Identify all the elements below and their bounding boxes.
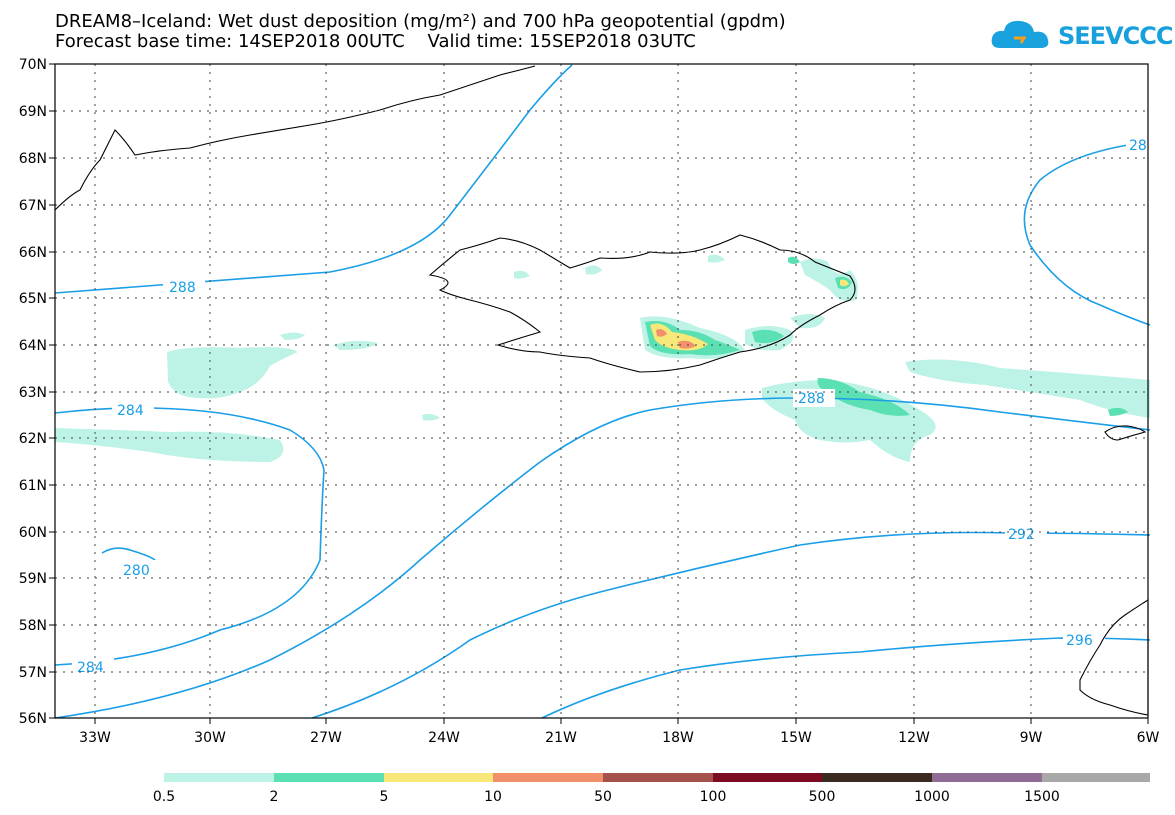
legend-label: 1500 xyxy=(1024,789,1060,805)
dust-area-small3 xyxy=(422,414,440,421)
legend-label: 10 xyxy=(484,789,502,805)
dust-core-east xyxy=(817,378,910,416)
dust-area-iceland-n2 xyxy=(708,254,725,263)
lon-ticks xyxy=(94,718,1149,724)
contour-label-288-south: 288 xyxy=(798,391,825,407)
dust-peak-5 xyxy=(650,323,708,351)
dust-shading xyxy=(55,254,1150,462)
lat-ticks xyxy=(49,63,55,719)
contour-296 xyxy=(541,637,1151,719)
legend-label: 1000 xyxy=(914,789,950,805)
dust-area-iceland-e xyxy=(790,314,825,329)
legend-swatch xyxy=(1042,773,1150,782)
faroe-coastline xyxy=(1104,425,1147,441)
legend-swatch xyxy=(822,773,932,782)
lat-label: 58N xyxy=(19,618,47,634)
legend-labels: 0.5 2 5 10 50 100 500 1000 1500 xyxy=(153,789,1060,805)
scotland-coastline xyxy=(1079,599,1149,716)
lat-label: 60N xyxy=(19,525,47,541)
lat-label: 56N xyxy=(19,711,47,727)
contour-288-south xyxy=(54,397,1151,719)
dust-area-west xyxy=(167,347,298,399)
legend-colorbar xyxy=(164,773,1150,782)
legend-swatch xyxy=(603,773,713,782)
lat-label: 66N xyxy=(19,245,47,261)
lon-label: 18W xyxy=(662,730,694,746)
lon-label: 9W xyxy=(1020,730,1043,746)
contour-280 xyxy=(101,547,156,561)
lat-label: 64N xyxy=(19,338,47,354)
contour-label-288-north: 288 xyxy=(169,280,196,296)
dust-peak-10 xyxy=(656,329,667,337)
legend-swatch xyxy=(274,773,384,782)
lon-label: 30W xyxy=(194,730,226,746)
map-title-line2: Forecast base time: 14SEP2018 00UTC Vali… xyxy=(55,31,696,52)
contour-label-28-edge: 28 xyxy=(1129,138,1147,154)
lon-label: 12W xyxy=(898,730,930,746)
contour-high-east xyxy=(1023,144,1151,326)
dust-peak-5-ne xyxy=(840,279,849,287)
iceland-coastline xyxy=(428,234,856,373)
dust-area-iceland-ne xyxy=(800,258,858,302)
lon-label: 33W xyxy=(79,730,111,746)
dust-area-west2 xyxy=(55,428,284,462)
legend-label: 100 xyxy=(700,789,727,805)
seevccc-logo-text: SEEVCCC xyxy=(1058,22,1173,50)
dust-area-far-east xyxy=(905,359,1150,418)
legend-label: 5 xyxy=(380,789,389,805)
graticule xyxy=(55,64,1148,718)
lon-label: 6W xyxy=(1137,730,1160,746)
map-title-line1: DREAM8–Iceland: Wet dust deposition (mg/… xyxy=(55,11,786,32)
contour-288-north xyxy=(54,64,573,294)
lat-label: 61N xyxy=(19,478,47,494)
contour-label-292: 292 xyxy=(1008,527,1035,543)
lat-label: 57N xyxy=(19,665,47,681)
greenland-coastline xyxy=(54,65,536,211)
lat-label: 65N xyxy=(19,291,47,307)
lat-axis: 70N 69N 68N 67N 66N 65N 64N 63N 62N 61N … xyxy=(19,57,47,727)
legend-swatch xyxy=(164,773,274,782)
dust-core-iceland-n xyxy=(788,256,800,264)
dust-core-iceland-se xyxy=(752,329,784,344)
contour-label-296: 296 xyxy=(1066,633,1093,649)
lat-label: 62N xyxy=(19,431,47,447)
dust-area-small1 xyxy=(280,332,305,340)
dust-shading-5 xyxy=(650,279,849,351)
lat-label: 67N xyxy=(19,198,47,214)
contour-label-280: 280 xyxy=(123,563,150,579)
contour-label-284-south: 284 xyxy=(77,660,104,676)
lat-label: 68N xyxy=(19,151,47,167)
legend-label: 2 xyxy=(270,789,279,805)
contour-label-284-west: 284 xyxy=(117,403,144,419)
legend-swatch xyxy=(932,773,1042,782)
legend-label: 500 xyxy=(809,789,836,805)
dust-area-iceland-w xyxy=(514,270,530,279)
dust-area-iceland-n xyxy=(585,265,602,275)
coastlines xyxy=(54,65,1149,716)
lon-axis: 33W 30W 27W 24W 21W 18W 15W 12W 9W 6W xyxy=(79,730,1159,746)
lat-label: 63N xyxy=(19,385,47,401)
lon-label: 15W xyxy=(780,730,812,746)
seevccc-cloud-logo-icon xyxy=(991,20,1049,48)
legend-swatch xyxy=(384,773,493,782)
legend-label: 50 xyxy=(594,789,612,805)
lon-label: 21W xyxy=(545,730,577,746)
legend-swatch xyxy=(493,773,603,782)
lat-label: 70N xyxy=(19,57,47,73)
legend-label: 0.5 xyxy=(153,789,175,805)
legend-swatch xyxy=(713,773,822,782)
dust-area-small2 xyxy=(333,340,378,350)
dust-core-far-east xyxy=(1108,407,1128,416)
map-frame xyxy=(54,63,1149,719)
lat-label: 59N xyxy=(19,571,47,587)
contour-labels: 288 284 280 284 288 292 296 28 xyxy=(72,136,1150,676)
lon-label: 24W xyxy=(428,730,460,746)
lat-label: 69N xyxy=(19,104,47,120)
lon-label: 27W xyxy=(310,730,342,746)
